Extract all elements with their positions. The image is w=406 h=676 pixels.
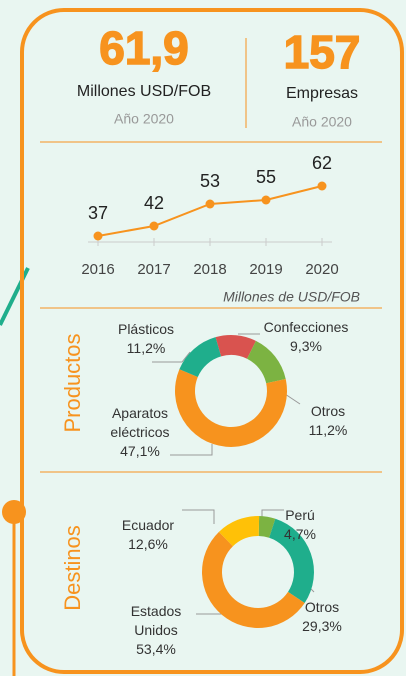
point xyxy=(149,221,159,231)
stat-label: Millones USD/FOB xyxy=(77,83,211,100)
donut-segment xyxy=(201,531,305,629)
x-tick-label: 2016 xyxy=(81,261,114,278)
donut-segment xyxy=(218,515,260,547)
x-tick-label: 2019 xyxy=(249,261,282,278)
value-label: 37 xyxy=(88,203,108,223)
point xyxy=(205,199,215,209)
segment-name: Confecciones xyxy=(263,319,349,335)
segment-value: 4,7% xyxy=(284,526,316,542)
frame xyxy=(20,8,404,674)
leader-lines xyxy=(152,333,315,615)
segment-value: 11,2% xyxy=(308,422,348,438)
segment-value: 29,3% xyxy=(302,618,342,634)
stat-label: Empresas xyxy=(286,85,358,102)
donut-segment xyxy=(179,337,222,378)
segment-name: Otros xyxy=(304,599,340,615)
donut-segment xyxy=(215,335,256,359)
value-label: 42 xyxy=(144,193,164,213)
stat-year: Año 2020 xyxy=(292,114,352,130)
section-title: Destinos xyxy=(60,525,85,611)
point xyxy=(261,195,271,205)
segment-value: 12,6% xyxy=(128,536,168,552)
x-tick-label: 2020 xyxy=(305,261,338,278)
segment-value: 11,2% xyxy=(126,340,166,356)
decor-dot xyxy=(2,500,26,524)
x-tick-label: 2017 xyxy=(137,261,170,278)
chart-note: Millones de USD/FOB xyxy=(223,289,360,305)
section-title: Productos xyxy=(60,333,85,432)
stat-value: 61,9 xyxy=(99,22,189,74)
donut-segment xyxy=(258,516,276,538)
value-label: 53 xyxy=(200,171,220,191)
donut-segment xyxy=(247,340,286,384)
stat-year: Año 2020 xyxy=(114,111,174,127)
segment-name: Otros xyxy=(310,403,346,419)
line xyxy=(97,185,323,237)
stat-value: 157 xyxy=(284,26,361,78)
x-tick-label: 2018 xyxy=(193,261,226,278)
segment-value: 47,1% xyxy=(120,443,160,459)
segment-name: Plásticos xyxy=(117,321,175,337)
value-label: 55 xyxy=(256,167,276,187)
segment-value: 9,3% xyxy=(290,338,322,354)
donut-segment xyxy=(269,518,314,603)
point xyxy=(93,231,103,241)
segment-name: Ecuador xyxy=(121,517,175,533)
segment-name: Perú xyxy=(285,507,315,523)
value-label: 62 xyxy=(312,153,332,173)
segment-value: 53,4% xyxy=(136,641,176,657)
segment-name: Aparatos eléctricos xyxy=(110,405,170,440)
donut-segment xyxy=(175,369,288,447)
point xyxy=(317,181,327,191)
segment-name: Estados Unidos xyxy=(130,603,182,638)
